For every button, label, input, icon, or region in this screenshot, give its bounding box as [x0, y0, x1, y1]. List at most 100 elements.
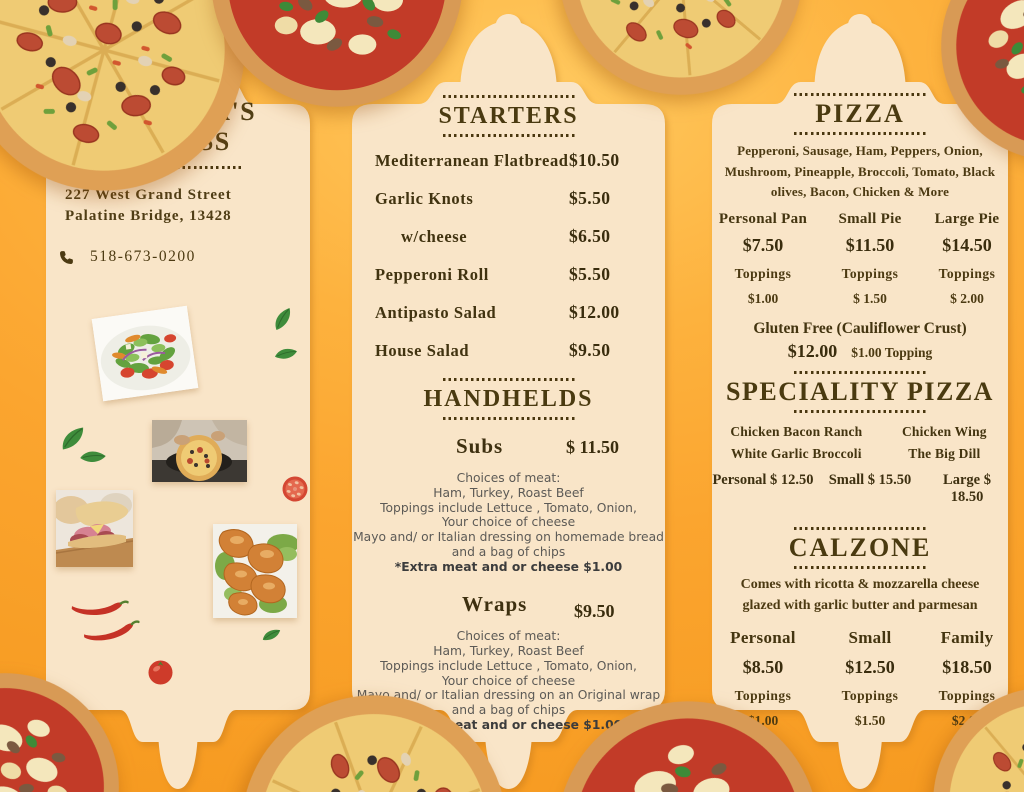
desc-line: Your choice of cheese	[441, 673, 576, 688]
basil-leaf-icon	[270, 307, 297, 331]
item-price: $5.50	[569, 264, 611, 284]
size-label: Personal Pan	[718, 210, 808, 227]
toppings-label: Toppings	[734, 687, 792, 703]
size-label: Large Pie	[934, 210, 1000, 227]
chicken-wings-photo	[213, 524, 297, 618]
wraps-price: $9.50	[574, 601, 615, 622]
item-name: Mediterranean Flatbread	[375, 151, 569, 170]
gluten-free-label: Gluten Free (Cauliflower Crust)	[753, 319, 967, 337]
pizza-making-photo-art	[152, 420, 247, 482]
desc-line: and a bag of chips	[451, 544, 566, 559]
item-price: $6.50	[569, 226, 611, 246]
item-name: w/cheese	[401, 227, 468, 246]
speciality-sizes-row: Personal $ 12.50 Small $ 15.50 Large $ 1…	[712, 472, 1008, 506]
wraps-description: Choices of meat: Ham, Turkey, Roast Beef…	[352, 629, 665, 733]
desc-line: Choices of meat:	[456, 629, 561, 644]
topping-price: $ 2.00	[950, 290, 984, 306]
pizza-size-column: Small Pie $11.50 Toppings $ 1.50	[814, 211, 926, 313]
desc-line: Mayo and/ or Italian dressing on homemad…	[353, 530, 664, 545]
desc-line: Mayo and/ or Italian dressing on an Orig…	[356, 688, 661, 703]
pizza-size-column: Large Pie $14.50 Toppings $ 2.00	[926, 211, 1008, 313]
menu-item-row: House Salad $9.50	[375, 340, 631, 361]
subs-price: $ 11.50	[566, 437, 620, 457]
item-name: Antipasto Salad	[375, 303, 497, 322]
desc-line: glazed with garlic butter and parmesan	[742, 597, 978, 613]
item-price: $9.50	[569, 340, 611, 360]
salad-photo	[91, 305, 199, 402]
size-label: Small Pie	[838, 210, 902, 227]
divider-dots	[794, 565, 926, 569]
address-line1: 227 West Grand Street	[65, 187, 232, 203]
calzone-title: CALZONE	[788, 532, 932, 562]
pizza-toppings-description: Pepperoni, Sausage, Ham, Peppers, Onion,…	[712, 141, 1008, 203]
divider-dots	[442, 417, 575, 420]
sub-sandwich-photo-art	[56, 490, 133, 567]
speciality-size: Small $ 15.50	[828, 471, 912, 488]
menu-item-row: Antipasto Salad $12.00	[375, 302, 631, 323]
desc-line: Pepperoni, Sausage, Ham, Peppers, Onion,	[737, 143, 983, 158]
divider-dots	[442, 95, 575, 98]
item-name: House Salad	[375, 341, 470, 360]
item-price: $12.00	[569, 302, 620, 322]
gluten-free-price-row: $12.00 $1.00 Topping	[712, 341, 1008, 362]
pizza-title: PIZZA	[815, 99, 905, 128]
speciality-items-grid: Chicken Bacon Ranch Chicken Wing White G…	[712, 421, 1008, 466]
size-price: $7.50	[742, 234, 784, 255]
calzone-description: Comes with ricotta & mozzarella cheese g…	[712, 574, 1008, 616]
wraps-name: Wraps	[462, 592, 528, 617]
pizza-sizes-grid: Personal Pan $7.50 Toppings $1.00 Small …	[712, 211, 1008, 313]
subs-row: Subs $ 11.50	[352, 434, 665, 462]
starters-list: Mediterranean Flatbread $10.50 Garlic Kn…	[352, 150, 665, 361]
divider-dots	[442, 134, 575, 137]
phone-number: 518-673-0200	[90, 248, 196, 265]
speciality-size: Large $ 18.50	[943, 471, 991, 505]
speciality-item: The Big Dill	[908, 446, 981, 461]
menu-item-row: Mediterranean Flatbread $10.50	[375, 150, 631, 171]
basil-leaf-icon	[274, 343, 299, 366]
subs-description: Choices of meat: Ham, Turkey, Roast Beef…	[352, 471, 665, 575]
speciality-size: Personal $ 12.50	[712, 471, 814, 488]
handhelds-title: HANDHELDS	[423, 386, 594, 412]
starters-handhelds-content: STARTERS Mediterranean Flatbread $10.50 …	[352, 0, 665, 792]
desc-line: Comes with ricotta & mozzarella cheese	[740, 576, 980, 592]
size-label: Family	[940, 627, 994, 647]
speciality-item: Chicken Wing	[901, 423, 987, 439]
salad-photo-art	[91, 305, 199, 402]
divider-dots	[794, 132, 926, 135]
item-price: $5.50	[569, 188, 611, 208]
calzone-size-column: Small $12.50 Toppings $1.50	[814, 628, 926, 735]
chili-pepper-icon	[81, 618, 140, 645]
size-label: Personal	[730, 627, 796, 647]
phone-icon	[60, 250, 73, 264]
divider-dots	[794, 526, 926, 530]
topping-price: $1.50	[854, 712, 886, 728]
wraps-row: Wraps $9.50	[352, 592, 665, 622]
address-line2: Palatine Bridge, 13428	[65, 208, 232, 224]
panel-pizza-calzone: PIZZA Pepperoni, Sausage, Ham, Peppers, …	[712, 0, 1008, 792]
topping-price: $ 1.50	[853, 290, 887, 306]
desc-line: Mushroom, Pineapple, Broccoli, Tomato, B…	[724, 163, 996, 179]
topping-price: $1.00	[747, 290, 779, 306]
desc-line: Ham, Turkey, Roast Beef	[433, 644, 584, 659]
menu-item-row: Pepperoni Roll $5.50	[375, 264, 631, 285]
toppings-label: Toppings	[841, 687, 899, 703]
cherry-tomato-icon	[148, 660, 173, 685]
gluten-free-topping-price: $1.00 Topping	[851, 344, 933, 360]
desc-line: Ham, Turkey, Roast Beef	[433, 485, 584, 500]
size-price: $11.50	[845, 234, 895, 255]
menu-item-row: Garlic Knots $5.50	[375, 188, 631, 209]
desc-line: Toppings include Lettuce , Tomato, Onion…	[380, 500, 637, 515]
panel-starters-handhelds: STARTERS Mediterranean Flatbread $10.50 …	[352, 0, 665, 792]
tomato-slice-icon	[279, 473, 311, 505]
size-price: $18.50	[942, 656, 992, 677]
subs-extra-note: *Extra meat and or cheese $1.00	[394, 559, 623, 574]
size-price: $12.50	[845, 656, 895, 677]
toppings-label: Toppings	[841, 265, 899, 281]
desc-line: and a bag of chips	[451, 703, 566, 718]
divider-dots	[794, 93, 926, 96]
chicken-wings-photo-art	[213, 524, 297, 618]
speciality-item: White Garlic Broccoli	[731, 446, 862, 461]
starters-title: STARTERS	[438, 103, 579, 129]
item-name: Garlic Knots	[375, 189, 474, 208]
